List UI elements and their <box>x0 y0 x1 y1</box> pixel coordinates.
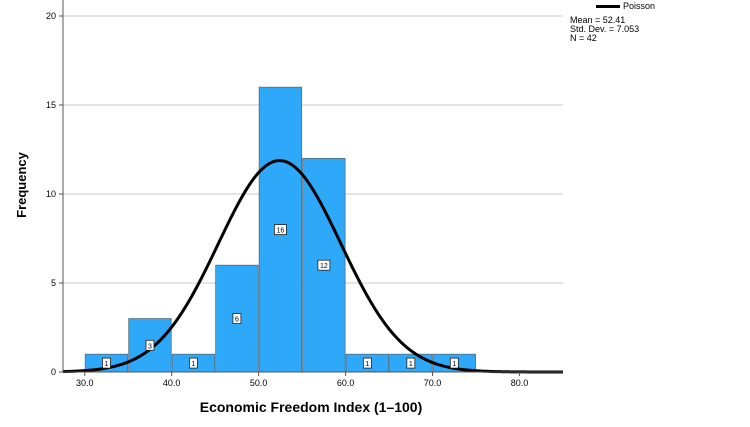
bar-data-label: 1 <box>452 361 456 368</box>
bar-label-box <box>406 357 416 369</box>
axes: 0 5 10 15 20 30.0 40.0 50.0 60.0 70.0 80.0 <box>46 0 563 388</box>
bar-label-box <box>317 259 331 271</box>
legend-line-swatch <box>596 4 620 8</box>
x-tick-label: 70.0 <box>424 378 442 388</box>
x-tick-label: 30.0 <box>76 378 94 388</box>
legend-item-poisson: Poisson <box>570 0 655 12</box>
bar-label-box <box>145 339 155 351</box>
bar-data-label: 16 <box>276 228 284 235</box>
x-tick-label: 80.0 <box>511 378 529 388</box>
bar-data-label: 12 <box>320 263 328 270</box>
bar-label-box <box>362 357 372 369</box>
stat-std-dev: Std. Dev. = 7.053 <box>570 24 640 34</box>
x-tick-label: 40.0 <box>163 378 181 388</box>
y-tick-label: 10 <box>46 189 56 199</box>
y-tick-label: 0 <box>51 367 56 377</box>
legend-label: Poisson <box>623 1 656 11</box>
x-tick-label: 60.0 <box>337 378 355 388</box>
y-tick-label: 20 <box>46 11 56 21</box>
bar-label-box <box>449 357 459 369</box>
bar-data-label: 6 <box>235 317 239 324</box>
bar-label-box <box>273 224 287 236</box>
stat-mean: Mean = 52.41 <box>570 15 626 25</box>
poisson-curve <box>62 159 564 374</box>
bar-data-label: 1 <box>409 361 413 368</box>
y-tick-label: 5 <box>51 278 56 288</box>
bar-label-box <box>102 357 111 369</box>
x-axis-label: Economic Freedom Index (1–100) <box>200 399 423 415</box>
bar-data-label: 1 <box>191 361 195 368</box>
x-tick-label: 50.0 <box>250 378 268 388</box>
legend: Poisson Mean = 52.41 Std. Dev. = 7.053 N… <box>570 0 655 43</box>
bar-label-box <box>232 313 242 325</box>
summary-stats: Mean = 52.41 Std. Dev. = 7.053 N = 42 <box>570 15 655 43</box>
bar-data-label: 3 <box>148 343 152 350</box>
bar-data-label: 1 <box>105 361 109 368</box>
bar-label-box <box>189 357 198 369</box>
y-axis-label: Frequency <box>14 151 29 218</box>
stat-n: N = 42 <box>570 33 597 43</box>
y-tick-label: 15 <box>46 100 56 110</box>
bar-data-label: 1 <box>365 361 369 368</box>
